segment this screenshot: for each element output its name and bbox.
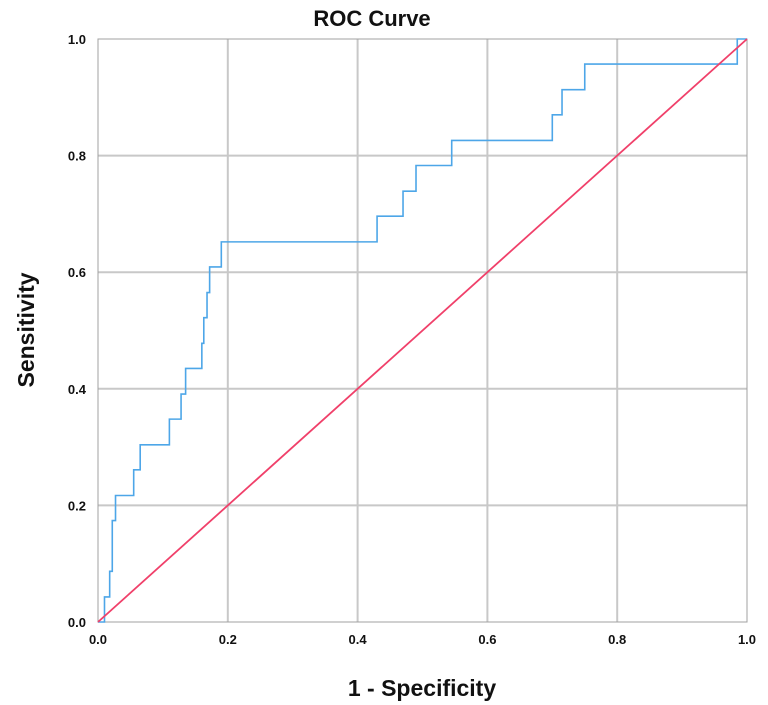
x-tick-label: 1.0 xyxy=(738,632,756,647)
x-axis-label: 1 - Specificity xyxy=(348,675,496,701)
x-tick-label: 0.2 xyxy=(219,632,237,647)
y-tick-label: 0.4 xyxy=(68,382,87,397)
roc-curve-line xyxy=(98,38,747,623)
y-tick-label: 0.6 xyxy=(68,265,86,280)
x-tick-label: 0.0 xyxy=(89,632,107,647)
grid xyxy=(98,39,747,622)
y-tick-labels: 0.0 0.2 0.4 0.6 0.8 1.0 xyxy=(68,32,87,630)
y-axis-label: Sensitivity xyxy=(13,272,39,387)
chart-title: ROC Curve xyxy=(313,6,430,31)
x-tick-label: 0.4 xyxy=(349,632,368,647)
x-tick-label: 0.6 xyxy=(478,632,496,647)
y-tick-label: 0.8 xyxy=(68,149,86,164)
y-tick-label: 0.2 xyxy=(68,498,86,513)
curves xyxy=(97,38,748,623)
x-tick-labels: 0.0 0.2 0.4 0.6 0.8 1.0 xyxy=(89,632,756,647)
y-tick-label: 1.0 xyxy=(68,32,86,47)
plot-frame xyxy=(97,38,748,623)
x-tick-label: 0.8 xyxy=(608,632,626,647)
y-tick-label: 0.0 xyxy=(68,615,86,630)
reference-line xyxy=(97,38,748,623)
